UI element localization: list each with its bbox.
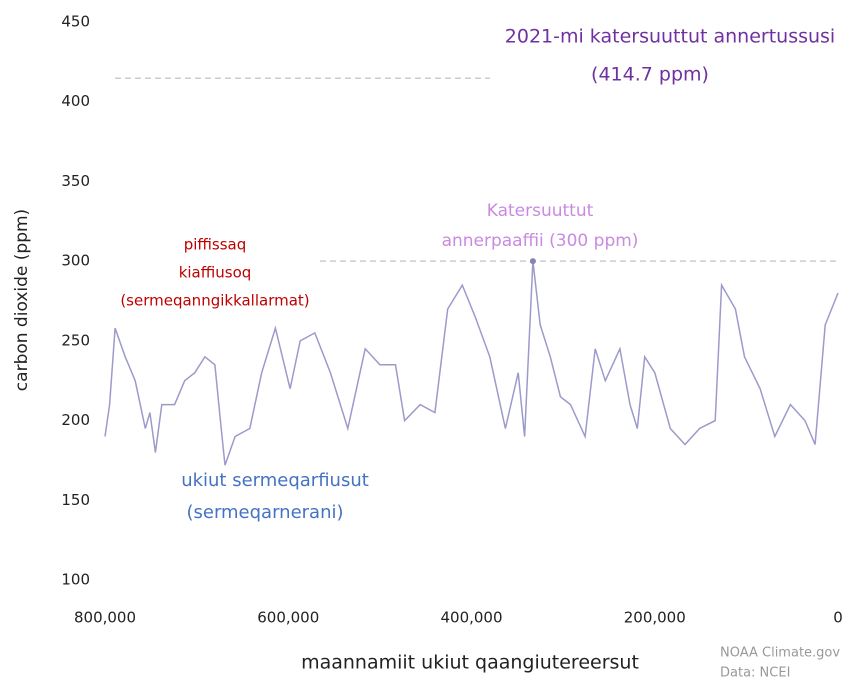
peak-marker <box>529 258 536 265</box>
annotation: (sermeqarnerani) <box>186 502 343 523</box>
annotation: piffissaq <box>184 236 247 254</box>
credit: NOAA Climate.gov <box>720 646 840 661</box>
y-tick-label: 250 <box>61 331 90 349</box>
co2-line <box>104 261 839 466</box>
x-tick-label: 600,000 <box>257 609 319 627</box>
x-axis-label: maannamiit ukiut qaangiutereersut <box>301 652 639 674</box>
x-tick-label: 400,000 <box>440 609 502 627</box>
x-tick-label: 0 <box>833 609 843 627</box>
y-tick-label: 350 <box>61 172 90 190</box>
annotation: ukiut sermeqarfiusut <box>181 470 369 491</box>
x-tick-label: 800,000 <box>74 609 136 627</box>
y-tick-label: 150 <box>61 491 90 509</box>
y-axis-label: carbon dioxide (ppm) <box>12 209 32 391</box>
annotation: Katersuuttut <box>487 201 594 221</box>
annotation: kiaffiusoq <box>179 264 252 282</box>
x-tick-label: 200,000 <box>624 609 686 627</box>
y-tick-label: 200 <box>61 411 90 429</box>
y-tick-label: 450 <box>61 13 90 31</box>
annotation: 2021-mi katersuuttut annertussusi <box>505 26 835 48</box>
annotation: annerpaaffii (300 ppm) <box>442 231 639 251</box>
credit: Data: NCEI <box>720 666 790 680</box>
y-tick-label: 400 <box>61 92 90 110</box>
y-tick-label: 100 <box>61 571 90 589</box>
annotation: (sermeqanngikkallarmat) <box>120 292 309 310</box>
y-tick-label: 300 <box>61 252 90 270</box>
annotation: (414.7 ppm) <box>591 64 709 86</box>
